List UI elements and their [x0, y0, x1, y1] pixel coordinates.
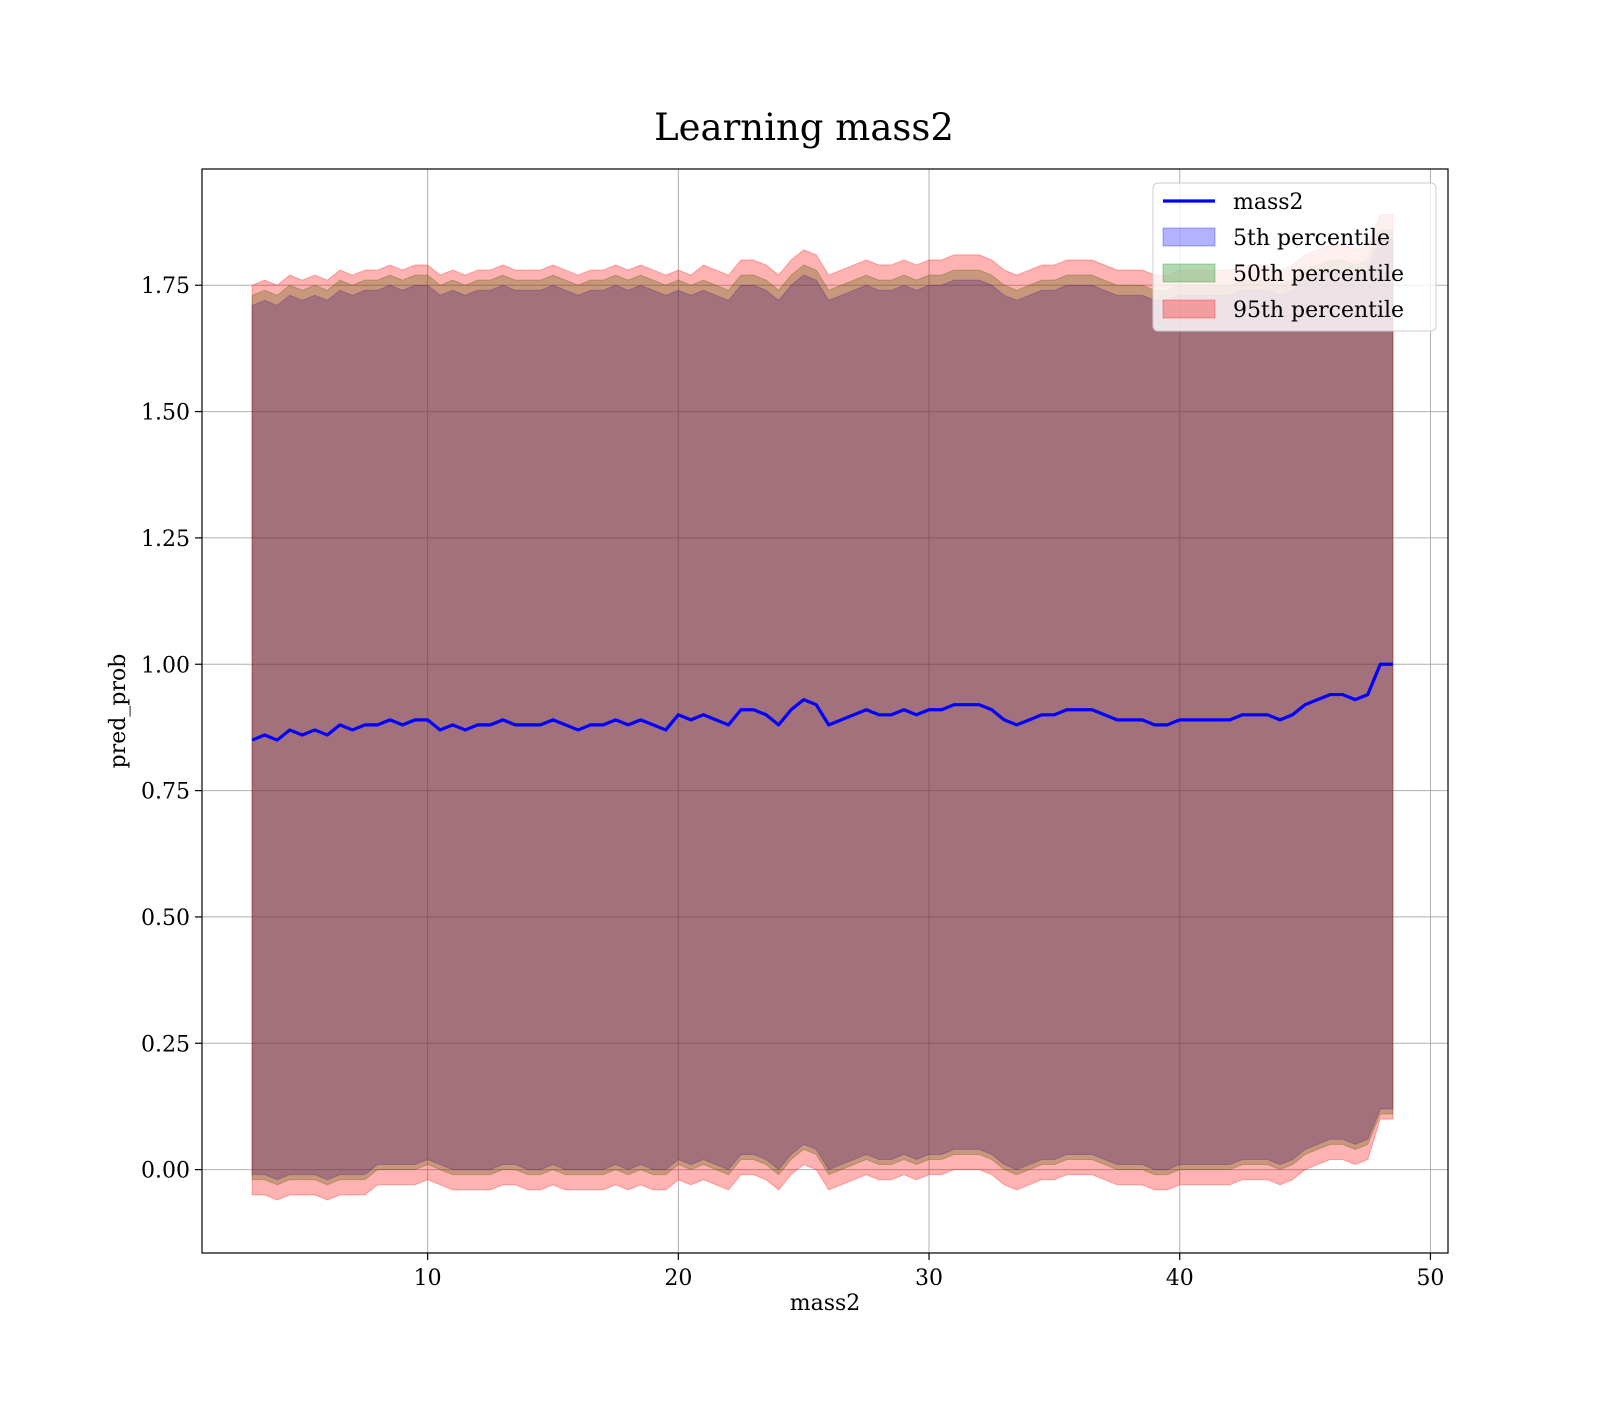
legend-label: mass2	[1233, 190, 1304, 215]
y-tick-label: 1.75	[141, 274, 190, 299]
legend-label: 5th percentile	[1233, 226, 1390, 251]
y-tick-label: 0.25	[141, 1032, 190, 1057]
95th-percentile-band	[251, 213, 1394, 1201]
legend-swatch-band	[1162, 227, 1216, 247]
5th-percentile-band	[251, 239, 1394, 1181]
x-tick-label: 50	[1416, 1266, 1444, 1291]
legend-swatch-band	[1162, 299, 1216, 319]
chart-title: Learning mass2	[654, 106, 954, 149]
x-axis-ticks: 10 20 30 40 50	[414, 1253, 1444, 1291]
plot-frame	[201, 168, 1449, 1254]
legend-swatch-band	[1162, 263, 1216, 283]
y-tick-label: 1.50	[141, 401, 190, 426]
mass2-line	[251, 662, 1393, 742]
legend-label: 50th percentile	[1233, 262, 1404, 287]
percentile-bands	[251, 213, 1394, 1201]
y-tick-label: 0.50	[141, 906, 190, 931]
y-tick-label: 1.25	[141, 527, 190, 552]
y-axis-label: pred_prob	[106, 654, 131, 769]
y-tick-label: 0.75	[141, 780, 190, 805]
x-tick-label: 20	[664, 1266, 692, 1291]
y-tick-label: 0.00	[141, 1159, 190, 1184]
legend-box	[1152, 182, 1437, 332]
series-lines	[251, 662, 1393, 742]
y-axis-ticks: 0.00 0.25 0.50 0.75 1.00 1.25 1.50 1.75	[141, 274, 202, 1184]
x-axis-label: mass2	[790, 1291, 861, 1316]
legend: mass2 5th percentile 50th percentile 95th p…	[1152, 182, 1437, 332]
x-tick-label: 30	[915, 1266, 943, 1291]
50th-percentile-band	[251, 229, 1394, 1186]
x-tick-label: 10	[414, 1266, 442, 1291]
legend-label: 95th percentile	[1233, 298, 1404, 323]
x-tick-label: 40	[1166, 1266, 1194, 1291]
y-tick-label: 1.00	[141, 653, 190, 678]
